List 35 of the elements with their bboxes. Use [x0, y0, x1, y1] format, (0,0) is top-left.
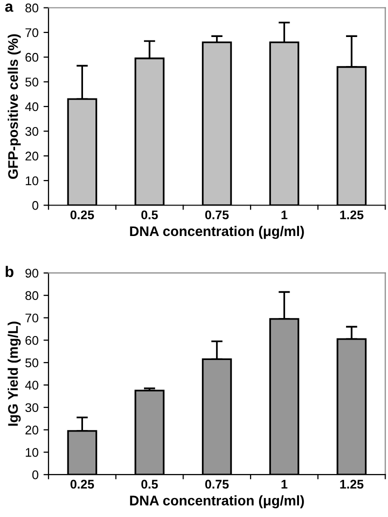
x-axis-title: DNA concentration (μg/ml) [130, 495, 304, 508]
x-tick-label: 1.25 [340, 480, 364, 489]
y-tick-label: 10 [26, 176, 38, 186]
y-axis-title: IgG Yield (mg/L) [8, 322, 21, 426]
x-tick-label: 0.5 [141, 480, 158, 489]
x-tick-label: 0.75 [205, 210, 229, 220]
x-tick-label: 0.25 [70, 480, 94, 489]
x-tick-label: 1 [282, 210, 288, 220]
y-tick-label: 30 [25, 126, 38, 136]
y-tick-label: 50 [25, 78, 38, 86]
y-tick-label: 0 [32, 201, 38, 210]
x-tick-label: 1 [282, 480, 288, 489]
y-tick-label: 80 [25, 4, 38, 12]
x-tick-label: 1.25 [340, 210, 364, 220]
y-tick-label: 20 [26, 426, 38, 434]
y-tick-label: 40 [25, 380, 38, 390]
y-tick-label: 10 [26, 448, 38, 457]
chart-title: a [5, 3, 14, 12]
y-tick-label: 60 [26, 52, 38, 62]
y-tick-label: 50 [25, 358, 38, 368]
y-tick-label: 80 [25, 291, 38, 300]
x-axis-title: DNA concentration (μg/ml) [130, 226, 304, 239]
y-axis-title: GFP-positive cells (%) [8, 34, 21, 179]
y-tick-label: 30 [25, 403, 38, 412]
chart-title: b [6, 266, 14, 278]
x-tick-label: 0.5 [141, 210, 158, 220]
y-tick-label: 20 [26, 152, 38, 161]
y-tick-label: 0 [32, 470, 38, 480]
y-tick-label: 70 [26, 314, 38, 322]
y-tick-label: 90 [25, 268, 38, 278]
y-tick-label: 60 [26, 336, 38, 345]
y-tick-label: 70 [26, 28, 38, 38]
x-tick-label: 0.25 [70, 210, 94, 220]
x-tick-label: 0.75 [205, 480, 229, 489]
y-tick-label: 40 [25, 102, 38, 112]
